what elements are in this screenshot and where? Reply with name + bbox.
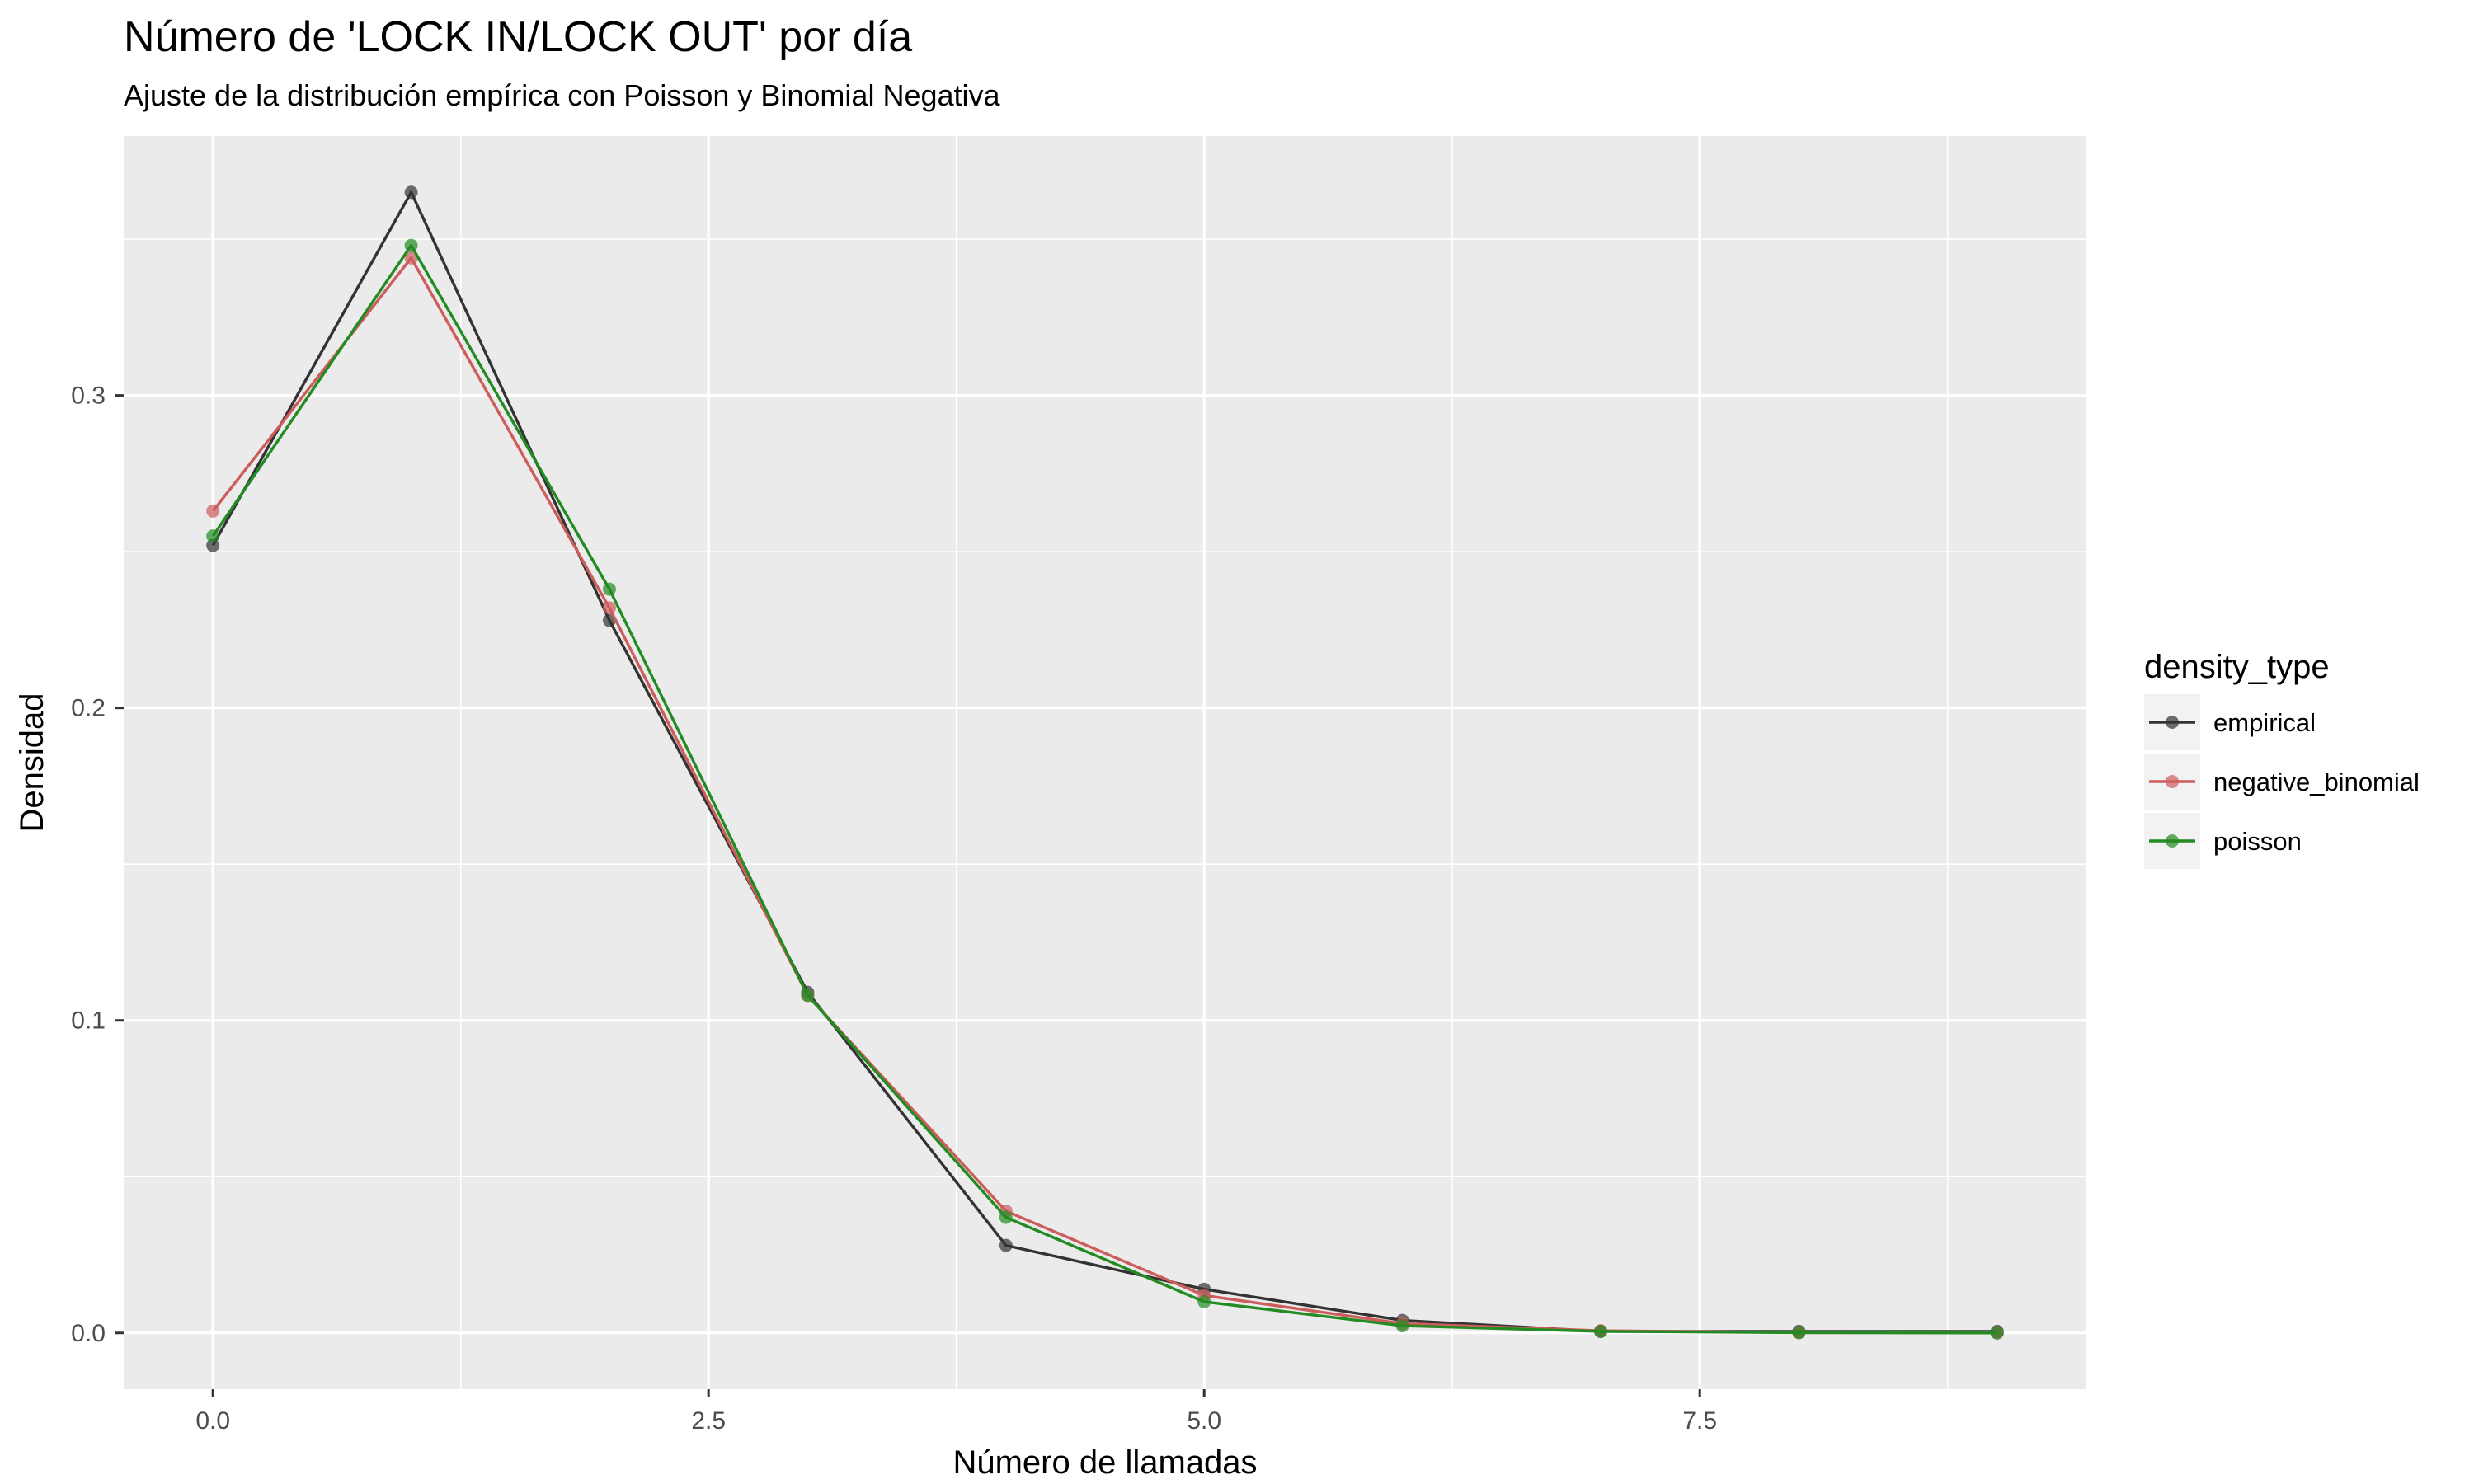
y-tick-label: 0.1 — [71, 1007, 106, 1035]
y-tick-label: 0.0 — [71, 1320, 106, 1347]
series-poisson — [206, 238, 2004, 1340]
legend-key-point — [2166, 716, 2179, 729]
legend-title: density_type — [2144, 649, 2330, 685]
x-tick-label: 2.5 — [691, 1407, 726, 1435]
legend-item-empirical: empirical — [2144, 694, 2316, 750]
data-point-empirical — [999, 1238, 1013, 1252]
legend-key-point — [2166, 775, 2179, 788]
data-point-poisson — [999, 1210, 1013, 1224]
y-tick-label: 0.2 — [71, 695, 106, 722]
chart-title: Número de 'LOCK IN/LOCK OUT' por día — [124, 13, 912, 61]
series-layer — [206, 186, 2004, 1340]
data-point-poisson — [1395, 1319, 1409, 1333]
legend-label: negative_binomial — [2213, 768, 2420, 796]
data-point-poisson — [602, 582, 616, 596]
chart-subtitle: Ajuste de la distribución empírica con P… — [124, 78, 1001, 112]
legend-item-negative_binomial: negative_binomial — [2144, 754, 2420, 810]
legend-label: poisson — [2213, 827, 2302, 856]
y-axis-title: Densidad — [14, 693, 50, 832]
data-point-empirical — [404, 186, 418, 200]
legend-label: empirical — [2213, 708, 2316, 737]
y-axis: 0.0 0.1 0.2 0.3 — [71, 383, 124, 1347]
data-point-poisson — [1792, 1326, 1806, 1340]
y-tick-label: 0.3 — [71, 383, 106, 410]
data-point-empirical — [206, 538, 220, 552]
data-point-negative_binomial — [206, 504, 220, 518]
data-point-poisson — [1197, 1294, 1211, 1308]
x-tick-label: 7.5 — [1682, 1407, 1717, 1435]
legend-item-poisson: poisson — [2144, 813, 2302, 869]
legend-key-point — [2166, 834, 2179, 848]
data-point-poisson — [801, 989, 815, 1003]
data-point-poisson — [1594, 1324, 1608, 1338]
grid-minor — [124, 136, 2086, 1389]
x-axis-title: Número de llamadas — [952, 1444, 1257, 1481]
plot-panel — [124, 136, 2086, 1389]
legend: density_type empirical negative_binomialp… — [2144, 649, 2420, 869]
data-point-poisson — [1990, 1326, 2004, 1340]
data-point-negative_binomial — [404, 251, 418, 265]
x-axis: 0.0 2.5 5.0 7.5 — [195, 1389, 1717, 1435]
series-line-poisson — [211, 244, 1997, 1335]
data-point-negative_binomial — [602, 601, 616, 615]
data-point-poisson — [404, 238, 418, 252]
x-tick-label: 0.0 — [195, 1407, 230, 1435]
x-tick-label: 5.0 — [1187, 1407, 1221, 1435]
data-point-poisson — [206, 529, 220, 543]
